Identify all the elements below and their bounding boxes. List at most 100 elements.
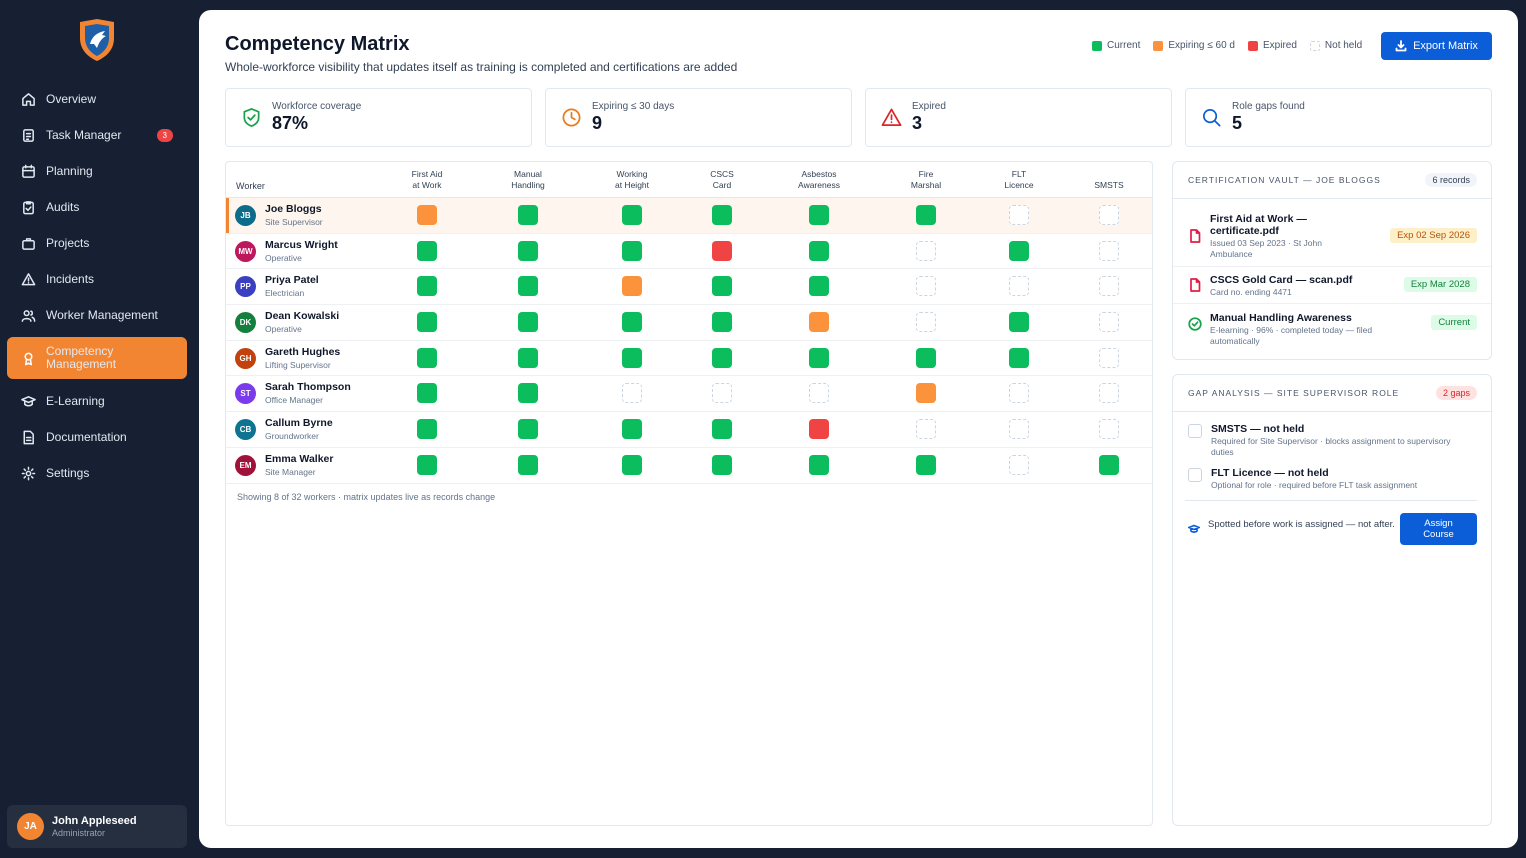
sidebar-item-documentation[interactable]: Documentation	[7, 419, 187, 455]
status-cell[interactable]	[1009, 240, 1029, 261]
status-cell[interactable]	[916, 312, 936, 333]
stat-label: Role gaps found	[1232, 101, 1305, 112]
status-cell[interactable]	[712, 240, 732, 261]
status-cell[interactable]	[712, 383, 732, 404]
table-row[interactable]: JB Joe Bloggs Site Supervisor	[226, 198, 1152, 234]
status-cell[interactable]	[622, 312, 642, 333]
vault-record[interactable]: CSCS Gold Card — scan.pdf Card no. endin…	[1173, 267, 1491, 304]
status-cell[interactable]	[916, 205, 936, 225]
status-cell[interactable]	[1009, 383, 1029, 404]
status-cell[interactable]	[916, 383, 936, 404]
status-cell[interactable]	[417, 419, 437, 440]
assign-course-button[interactable]: Assign Course	[1400, 513, 1477, 545]
status-cell[interactable]	[417, 276, 437, 297]
table-row[interactable]: ST Sarah Thompson Office Manager	[226, 376, 1152, 413]
status-cell[interactable]	[1099, 383, 1119, 404]
status-cell[interactable]	[622, 240, 642, 261]
gap-checkbox[interactable]	[1188, 424, 1202, 438]
sidebar-item-settings[interactable]: Settings	[7, 455, 187, 491]
stat-value: 3	[912, 113, 923, 133]
status-cell[interactable]	[622, 454, 642, 475]
status-cell[interactable]	[1099, 240, 1119, 261]
status-cell[interactable]	[1009, 276, 1029, 297]
status-cell[interactable]	[518, 240, 538, 261]
vault-record[interactable]: First Aid at Work — certificate.pdf Issu…	[1173, 199, 1491, 267]
stat-card-role-gaps: Role gaps found 5	[1185, 88, 1492, 147]
status-cell[interactable]	[916, 454, 936, 475]
status-cell[interactable]	[712, 312, 732, 333]
export-matrix-button[interactable]: Export Matrix	[1381, 32, 1492, 60]
sidebar-item-audits[interactable]: Audits	[7, 189, 187, 225]
status-cell[interactable]	[712, 205, 732, 225]
status-cell[interactable]	[712, 419, 732, 440]
sidebar-item-label: Documentation	[46, 430, 127, 444]
status-cell[interactable]	[622, 383, 642, 404]
status-cell[interactable]	[417, 454, 437, 475]
status-cell[interactable]	[916, 347, 936, 368]
sidebar-item-incidents[interactable]: Incidents	[7, 261, 187, 297]
table-row[interactable]: EM Emma Walker Site Manager	[226, 448, 1152, 484]
brand-logo-icon[interactable]	[76, 18, 118, 62]
table-row[interactable]: PP Priya Patel Electrician	[226, 269, 1152, 306]
status-cell[interactable]	[417, 312, 437, 333]
table-body: JB Joe Bloggs Site Supervisor MW Marcus Wrig…	[226, 198, 1152, 484]
status-cell[interactable]	[622, 419, 642, 440]
status-cell[interactable]	[1009, 205, 1029, 225]
status-cell[interactable]	[417, 240, 437, 261]
status-cell[interactable]	[809, 383, 829, 404]
sidebar-item-task-manager[interactable]: Task Manager 3	[7, 117, 187, 153]
status-cell[interactable]	[622, 347, 642, 368]
column-header: Asbestos Awareness	[779, 169, 859, 191]
status-cell[interactable]	[622, 276, 642, 297]
status-cell[interactable]	[518, 454, 538, 475]
status-cell[interactable]	[1099, 276, 1119, 297]
table-row[interactable]: MW Marcus Wright Operative	[226, 234, 1152, 270]
status-cell[interactable]	[809, 312, 829, 333]
status-cell[interactable]	[1099, 205, 1119, 225]
sidebar-item-e-learning[interactable]: E-Learning	[7, 383, 187, 419]
table-row[interactable]: GH Gareth Hughes Lifting Supervisor	[226, 341, 1152, 377]
vault-record[interactable]: Manual Handling Awareness E-learning · 9…	[1173, 304, 1491, 356]
status-cell[interactable]	[809, 454, 829, 475]
status-cell[interactable]	[417, 383, 437, 404]
status-cell[interactable]	[712, 276, 732, 297]
sidebar-item-planning[interactable]: Planning	[7, 153, 187, 189]
status-cell[interactable]	[1009, 419, 1029, 440]
status-cell[interactable]	[809, 205, 829, 225]
status-cell[interactable]	[1099, 419, 1119, 440]
status-cell[interactable]	[1009, 347, 1029, 368]
table-row[interactable]: CB Callum Byrne Groundworker	[226, 412, 1152, 448]
stat-label: Workforce coverage	[272, 101, 362, 112]
status-cell[interactable]	[1099, 347, 1119, 368]
sidebar-item-overview[interactable]: Overview	[7, 81, 187, 117]
user-profile-card[interactable]: JA John Appleseed Administrator	[7, 805, 187, 848]
status-cell[interactable]	[518, 383, 538, 404]
status-cell[interactable]	[809, 347, 829, 368]
column-header: Working at Height	[592, 169, 672, 191]
sidebar-item-projects[interactable]: Projects	[7, 225, 187, 261]
status-cell[interactable]	[518, 312, 538, 333]
gap-checkbox[interactable]	[1188, 468, 1202, 482]
status-cell[interactable]	[916, 240, 936, 261]
status-cell[interactable]	[809, 240, 829, 261]
status-cell[interactable]	[622, 205, 642, 225]
status-cell[interactable]	[518, 347, 538, 368]
status-cell[interactable]	[1099, 312, 1119, 333]
status-cell[interactable]	[518, 419, 538, 440]
status-cell[interactable]	[712, 347, 732, 368]
status-cell[interactable]	[518, 205, 538, 225]
status-cell[interactable]	[1099, 454, 1119, 475]
sidebar-item-worker-management[interactable]: Worker Management	[7, 297, 187, 333]
status-cell[interactable]	[1009, 454, 1029, 475]
status-cell[interactable]	[1009, 312, 1029, 333]
status-cell[interactable]	[417, 205, 437, 225]
status-cell[interactable]	[916, 276, 936, 297]
status-cell[interactable]	[518, 276, 538, 297]
status-cell[interactable]	[712, 454, 732, 475]
table-row[interactable]: DK Dean Kowalski Operative	[226, 305, 1152, 341]
status-cell[interactable]	[916, 419, 936, 440]
status-cell[interactable]	[809, 419, 829, 440]
status-cell[interactable]	[417, 347, 437, 368]
status-cell[interactable]	[809, 276, 829, 297]
sidebar-item-competency-management[interactable]: Competency Management	[7, 337, 187, 379]
